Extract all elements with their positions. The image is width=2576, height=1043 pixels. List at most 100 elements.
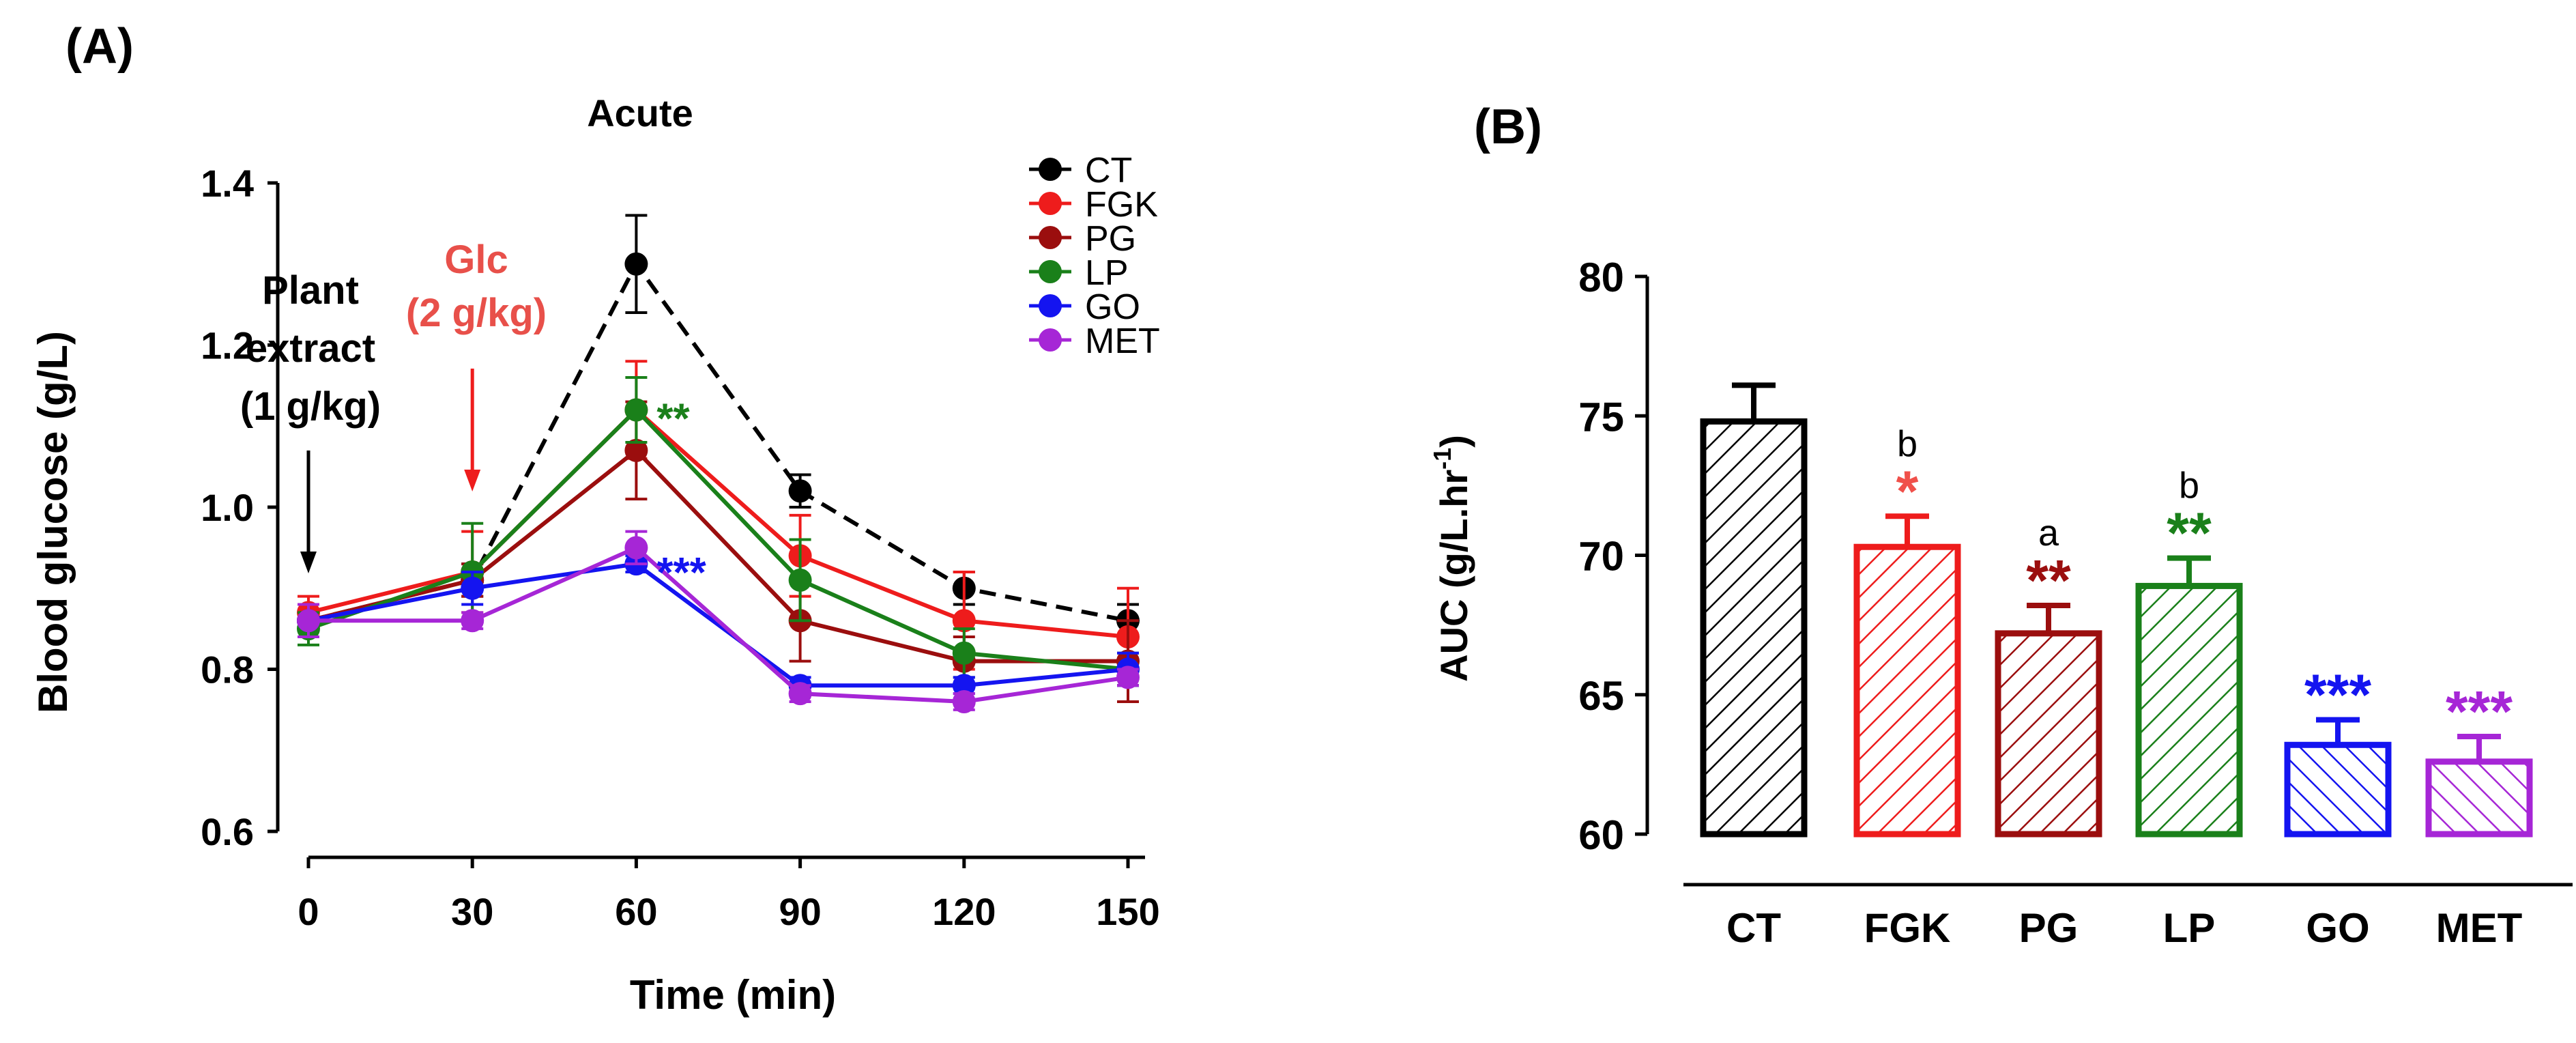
bar-ct [1700, 418, 1808, 838]
legend-label-ct: CT [1085, 151, 1132, 190]
series-line-go [308, 561, 1129, 688]
bar-significance-pg: ** [2026, 548, 2071, 612]
annotation-plant-extract-line-1: extract [246, 326, 375, 371]
category-label-pg: PG [2019, 905, 2079, 951]
panel-b-y-axis-label-superscript: -1 [1428, 448, 1456, 470]
annotation-glc-line-0: Glc [444, 238, 508, 282]
point-met-5 [1116, 666, 1140, 689]
panel-a-series [297, 214, 1140, 713]
a-x-tick-label-0: 0 [298, 890, 319, 933]
bar-lp [2135, 582, 2243, 838]
b-y-tick-label-3: 75 [1578, 394, 1624, 440]
point-met-2 [624, 536, 648, 560]
bar-group-ct [1700, 382, 1808, 838]
annotation-glc-line-1: (2 g/kg) [406, 291, 547, 335]
panel-b-bars: *b**a **b*** *** [1700, 382, 2533, 838]
series-line-lp [308, 407, 1129, 672]
bar-group-lp: **b [2135, 466, 2243, 838]
panel-b-y-axis-label-main: AUC (g/L.hr [1432, 470, 1475, 682]
b-y-tick-label-0: 60 [1578, 812, 1624, 858]
bar-significance-go: *** [2304, 663, 2371, 727]
point-met-3 [788, 682, 812, 706]
point-lp-4 [952, 641, 976, 665]
panel-a-significance: ***** [656, 396, 706, 597]
category-label-met: MET [2436, 905, 2523, 951]
category-label-go: GO [2306, 905, 2369, 951]
panel-a-title: Acute [587, 91, 693, 134]
point-met-1 [461, 609, 484, 633]
panel-a-x-ticks: 0 30 60 90 120 150 [298, 857, 1160, 933]
bar-group-fgk: *b [1853, 423, 1961, 838]
bar-letter-lp: b [2179, 466, 2199, 506]
panel-b-y-axis-label-suffix: ) [1432, 435, 1475, 448]
panel-a-annotations: Plant extract (1 g/kg) Glc (2 g/kg) [240, 238, 547, 573]
point-fgk-4 [952, 609, 976, 633]
point-pg-2 [624, 438, 648, 462]
annotation-plant-extract-arrowhead [300, 552, 317, 573]
series-met [297, 530, 1140, 713]
point-met-0 [297, 609, 320, 633]
panel-b-y-ticks: 60 65 70 75 80 [1578, 255, 1647, 858]
a-y-tick-label-3: 1.2 [201, 324, 254, 367]
bar-group-go: *** [2284, 663, 2392, 838]
panel-a-label: (A) [66, 19, 134, 74]
point-ct-3 [788, 479, 812, 503]
series-line-fgk [308, 407, 1129, 639]
series-line-met [308, 545, 1129, 704]
panel-a-x-axis-label: Time (min) [630, 972, 836, 1018]
point-go-1 [461, 576, 484, 600]
bar-letter-pg: a [2038, 513, 2059, 554]
legend-marker-go [1039, 294, 1062, 317]
panel-b-label: (B) [1474, 100, 1542, 154]
legend-marker-pg [1039, 226, 1062, 249]
annotation-plant-extract-line-2: (1 g/kg) [240, 384, 381, 429]
panel-b-category-labels: CT FGK PG LP GO MET [1726, 905, 2522, 951]
a-y-tick-label-0: 0.6 [201, 810, 254, 853]
legend-label-go: GO [1085, 287, 1140, 327]
bar-significance-lp: ** [2167, 501, 2212, 565]
a-x-tick-label-4: 120 [932, 890, 996, 933]
panel-a-y-axis-label: Blood glucose (g/L) [30, 331, 76, 713]
legend-marker-met [1039, 328, 1062, 352]
legend-marker-lp [1039, 260, 1062, 283]
point-lp-2 [624, 398, 648, 422]
category-label-fgk: FGK [1864, 905, 1951, 951]
category-label-ct: CT [1726, 905, 1781, 951]
b-y-tick-label-2: 70 [1578, 534, 1624, 580]
panel-b-y-axis-label: AUC (g/L.hr-1) [1428, 435, 1475, 682]
category-label-lp: LP [2163, 905, 2216, 951]
a-significance-0: ** [656, 396, 690, 443]
a-x-tick-label-3: 90 [779, 890, 821, 933]
annotation-glc-arrowhead [464, 470, 481, 491]
a-x-tick-label-5: 150 [1096, 890, 1159, 933]
legend-marker-fgk [1039, 192, 1062, 215]
a-x-tick-label-2: 60 [615, 890, 657, 933]
series-fgk [297, 360, 1140, 687]
bar-significance-met: *** [2446, 679, 2513, 743]
legend-marker-ct [1039, 158, 1062, 181]
point-met-4 [952, 690, 976, 713]
point-lp-3 [788, 568, 812, 592]
legend-label-lp: LP [1085, 253, 1129, 293]
bar-letter-fgk: b [1897, 423, 1917, 464]
series-ct [297, 214, 1140, 638]
bar-fgk [1853, 543, 1961, 838]
bar-pg [1995, 630, 2102, 838]
legend-label-pg: PG [1085, 219, 1136, 259]
legend-label-met: MET [1085, 322, 1160, 361]
a-y-tick-label-4: 1.4 [201, 162, 254, 205]
bar-met [2425, 758, 2533, 838]
series-lp [297, 376, 1140, 687]
annotation-plant-extract-line-0: Plant [262, 268, 359, 313]
a-significance-1: *** [656, 549, 706, 597]
bar-group-pg: **a [1995, 513, 2102, 838]
b-y-tick-label-4: 80 [1578, 255, 1624, 300]
bar-group-met: *** [2425, 679, 2533, 838]
series-line-pg [308, 447, 1128, 663]
point-go-4 [952, 674, 976, 698]
bar-significance-fgk: * [1896, 459, 1919, 523]
a-y-tick-label-1: 0.8 [201, 648, 254, 691]
